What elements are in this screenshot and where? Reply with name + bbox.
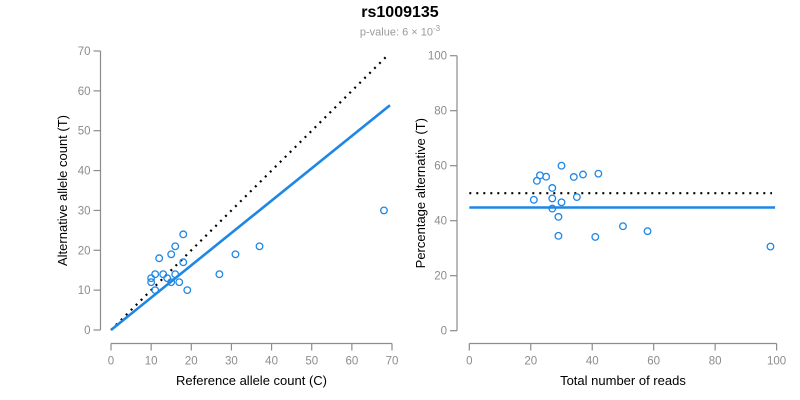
data-point <box>643 227 652 236</box>
y-tick-label: 10 <box>78 285 91 297</box>
data-point <box>591 232 600 241</box>
data-point <box>532 176 541 185</box>
pvalue-exponent: -3 <box>432 24 441 33</box>
x-tick-label: 20 <box>185 356 198 368</box>
data-point <box>619 222 627 231</box>
data-point <box>231 250 240 259</box>
data-point <box>151 270 160 279</box>
y-tick-label: 70 <box>78 46 91 58</box>
x-tick-label: 30 <box>225 356 238 368</box>
y-tick-label: 20 <box>434 271 447 283</box>
y-tick-label: 20 <box>78 245 91 257</box>
y-tick-label: 80 <box>434 106 447 118</box>
x-tick-label: 70 <box>386 356 399 368</box>
x-tick-label: 80 <box>709 356 722 368</box>
x-tick-label: 20 <box>524 356 537 368</box>
pvalue-text: p-value: 6 × 10 <box>359 26 433 39</box>
data-point <box>557 161 566 170</box>
data-point <box>147 278 156 287</box>
data-point <box>151 286 160 295</box>
data-point <box>179 258 188 267</box>
data-point <box>179 230 188 239</box>
y-tick-label: 0 <box>441 326 447 338</box>
y-tick-label: 40 <box>78 166 91 178</box>
data-point <box>171 270 180 279</box>
data-point <box>147 274 156 283</box>
x-tick-label: 10 <box>145 356 158 368</box>
y-tick-label: 30 <box>78 205 91 217</box>
data-point <box>542 172 551 181</box>
y-axis-title: Alternative allele count (T) <box>55 115 70 266</box>
data-point <box>548 184 557 192</box>
data-point <box>167 250 176 259</box>
x-tick-label: 40 <box>265 356 278 368</box>
allele-count-scatter-panel: 0 10 20 30 40 50 60 70 0 10 20 30 40 50 60 70 Reference … <box>55 46 398 388</box>
data-point <box>215 270 224 279</box>
data-point <box>255 242 264 251</box>
data-point <box>579 170 587 179</box>
x-tick-label: 50 <box>305 356 318 368</box>
data-point <box>554 231 563 240</box>
y-tick-label: 60 <box>434 161 447 173</box>
y-axis-title: Percentage alternative (T) <box>413 118 428 268</box>
data-point <box>175 278 184 287</box>
data-point <box>569 173 578 181</box>
x-tick-label: 40 <box>586 356 599 368</box>
y-tick-label: 50 <box>78 126 91 138</box>
page-title: rs1009135 <box>361 4 439 21</box>
data-point <box>557 198 566 207</box>
data-point <box>159 270 168 279</box>
x-tick-label: 0 <box>466 356 472 368</box>
data-point <box>155 254 164 263</box>
data-point <box>163 274 172 283</box>
data-point <box>572 193 581 201</box>
data-point <box>766 242 775 251</box>
y-tick-label: 0 <box>84 325 90 337</box>
x-tick-label: 100 <box>767 356 786 368</box>
y-tick-label: 40 <box>434 216 447 228</box>
percentage-scatter-panel: 0 20 40 60 80 100 0 20 40 60 80 100 Total number of … <box>413 51 786 388</box>
x-axis-title: Reference allele count (C) <box>176 373 327 388</box>
data-point <box>171 242 180 251</box>
chart-header: rs1009135 p-value: 6 × 10-3 <box>0 4 800 40</box>
y-tick-label: 60 <box>78 86 91 98</box>
data-point <box>548 194 557 203</box>
data-point <box>554 212 563 221</box>
data-point <box>548 204 557 213</box>
x-tick-label: 60 <box>345 356 358 368</box>
data-point <box>594 169 603 178</box>
data-point <box>183 286 192 295</box>
x-axis-title: Total number of reads <box>560 373 686 388</box>
data-point <box>380 206 388 215</box>
x-tick-label: 60 <box>647 356 660 368</box>
data-point <box>167 278 176 287</box>
x-tick-label: 0 <box>108 356 114 368</box>
y-tick-label: 100 <box>428 51 447 63</box>
data-point <box>529 195 538 204</box>
pvalue-subtitle: p-value: 6 × 10-3 <box>0 22 800 40</box>
fit-line <box>110 104 391 332</box>
